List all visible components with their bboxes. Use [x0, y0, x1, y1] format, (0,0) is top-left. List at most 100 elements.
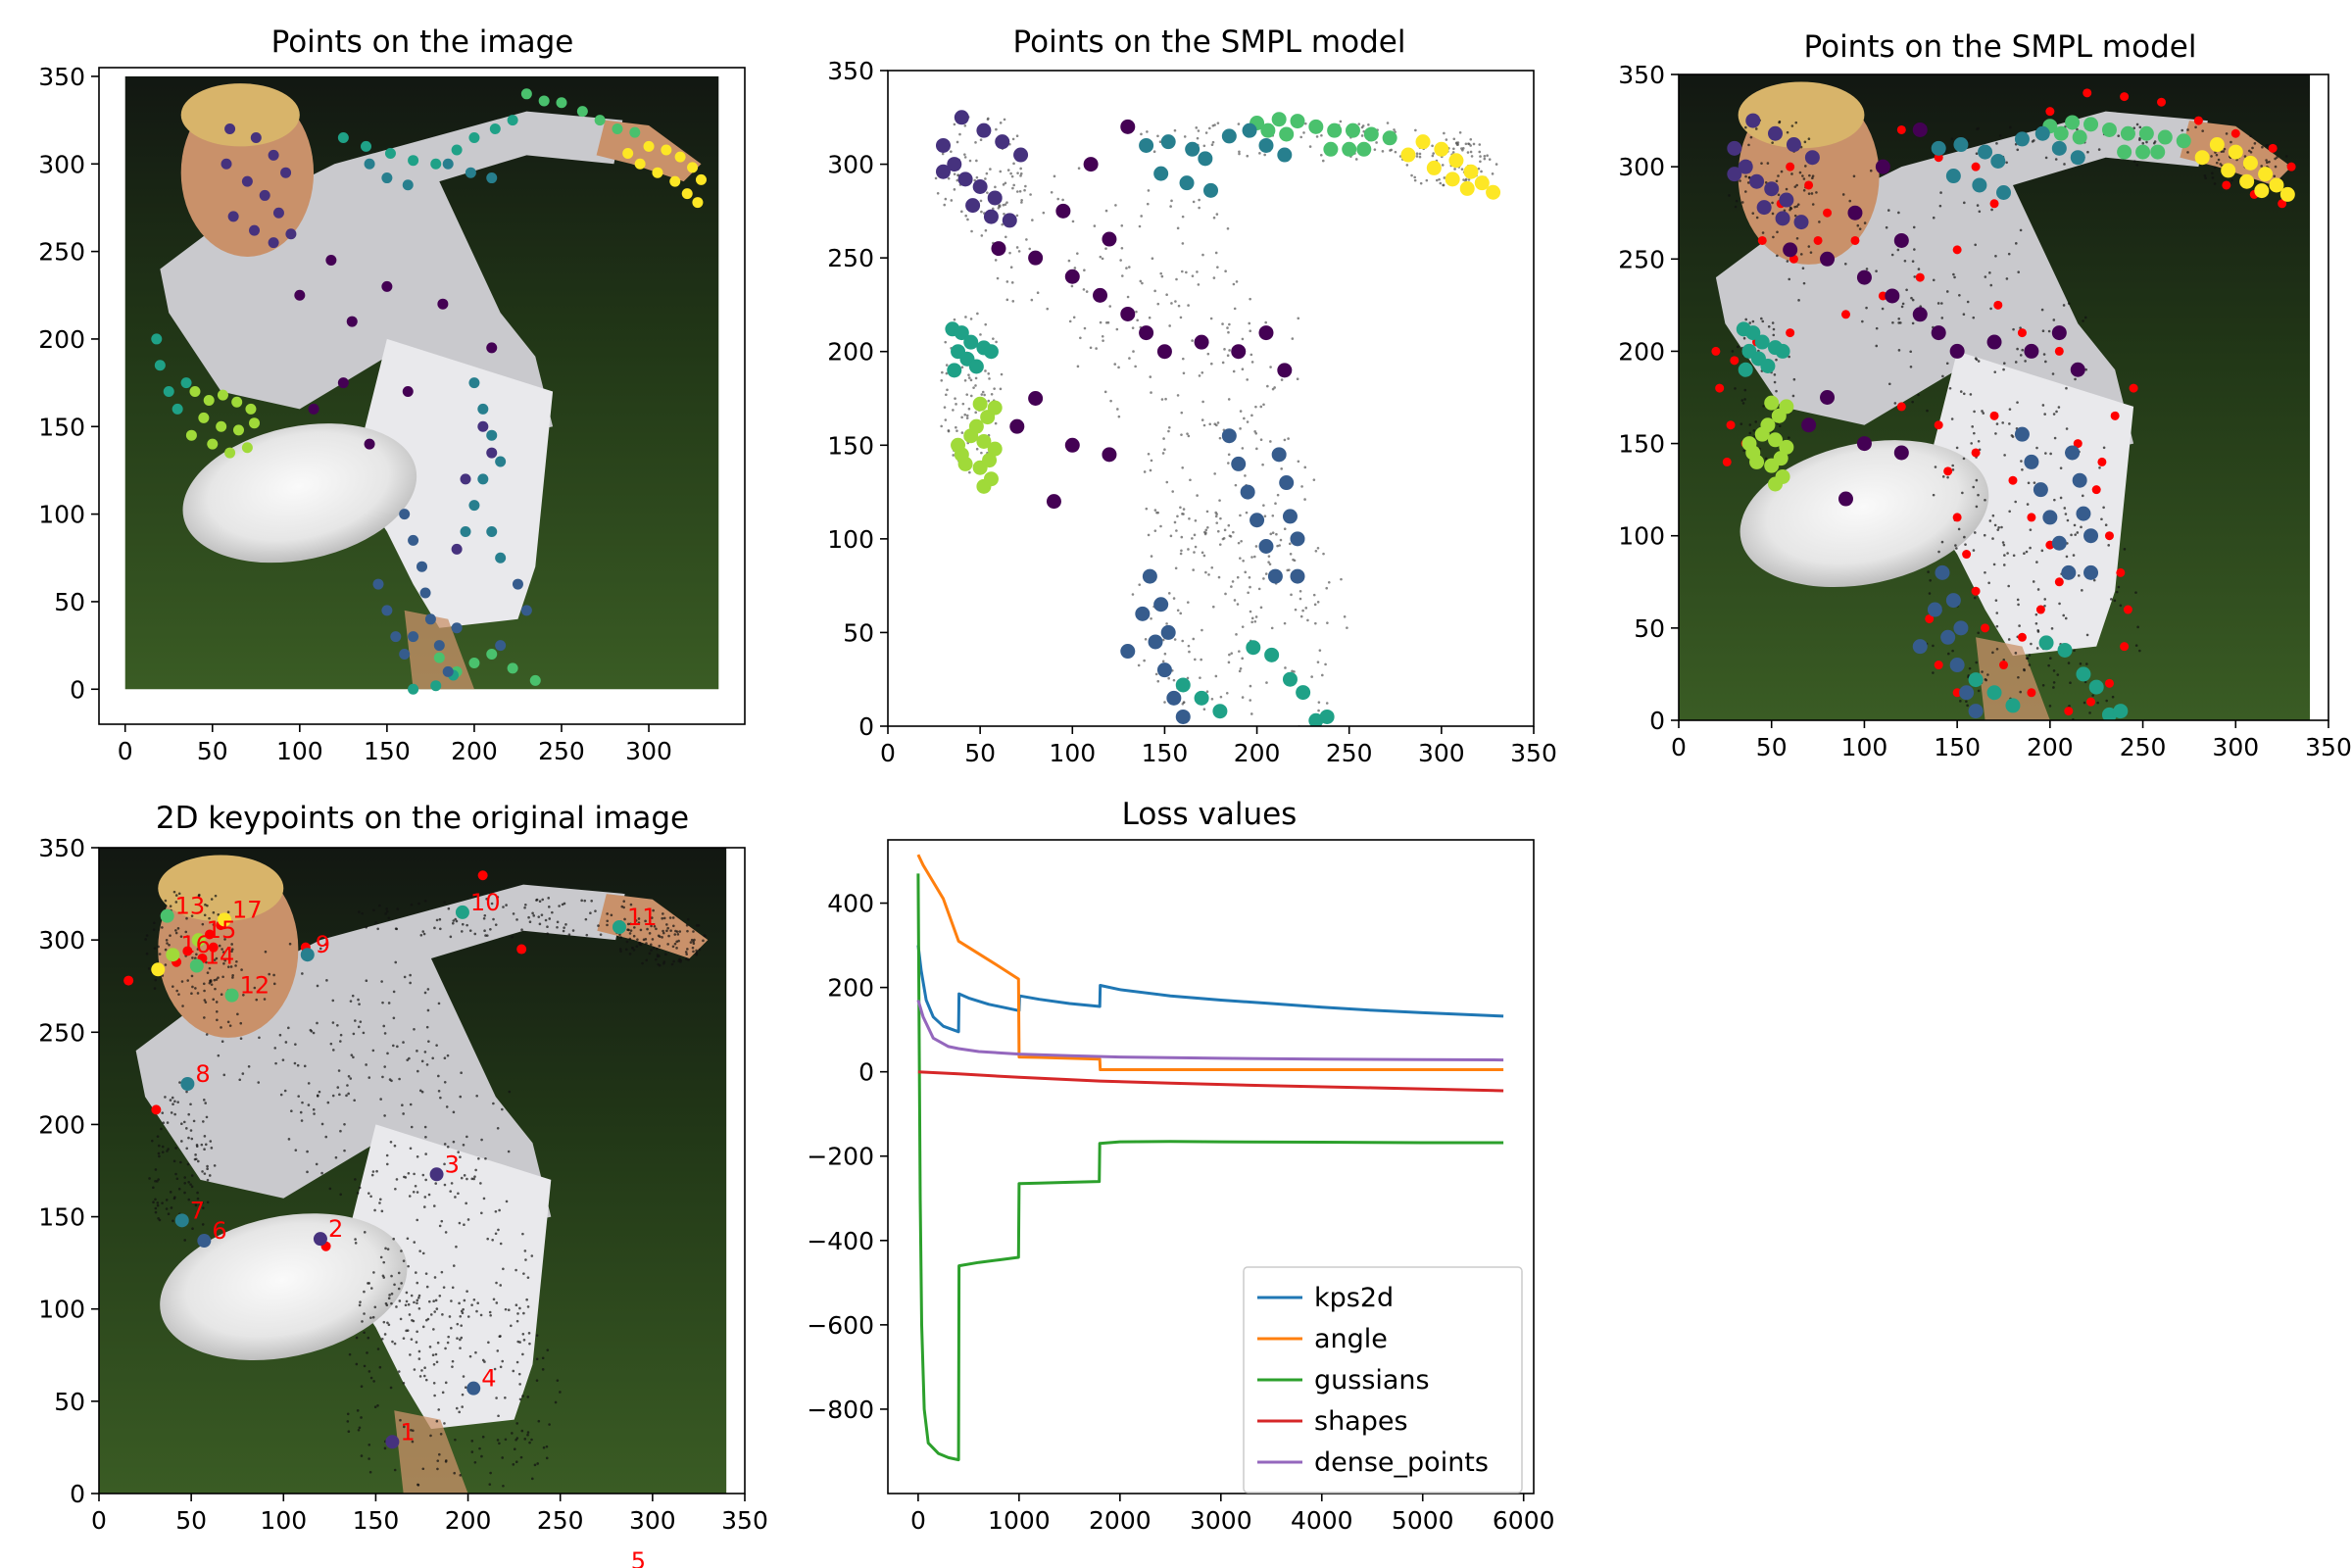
mesh-vertex	[196, 1197, 200, 1200]
mesh-vertex	[1297, 460, 1300, 464]
mesh-vertex	[446, 1054, 450, 1057]
mesh-vertex	[1972, 549, 1976, 552]
scatter-point	[1148, 634, 1163, 650]
mesh-vertex	[492, 1298, 496, 1301]
mesh-vertex	[422, 1374, 426, 1378]
mesh-vertex	[2074, 533, 2077, 536]
scatter-point	[935, 137, 951, 153]
scatter-point	[2157, 129, 2173, 145]
mesh-vertex	[383, 1333, 387, 1336]
mesh-vertex	[653, 924, 657, 928]
mesh-vertex	[1296, 377, 1299, 381]
y-tick-label: 150	[1618, 430, 1665, 459]
mesh-vertex	[1963, 535, 1966, 539]
mesh-vertex	[533, 1463, 537, 1467]
mesh-vertex	[1015, 214, 1019, 218]
mesh-vertex	[156, 1203, 160, 1207]
mesh-vertex	[356, 1409, 360, 1412]
mesh-vertex	[184, 930, 188, 934]
mesh-vertex	[1156, 679, 1160, 683]
mesh-vertex	[239, 1021, 243, 1025]
mesh-vertex	[512, 1463, 515, 1466]
mesh-vertex	[1238, 669, 1242, 673]
mesh-vertex	[357, 1428, 361, 1432]
mesh-vertex	[1325, 702, 1329, 705]
scatter-point	[1156, 344, 1172, 360]
mesh-vertex	[1219, 695, 1223, 699]
mesh-vertex	[686, 917, 690, 921]
mesh-vertex	[1163, 701, 1166, 704]
mesh-vertex	[328, 1187, 332, 1191]
mesh-vertex	[520, 1429, 524, 1433]
mesh-vertex	[678, 957, 681, 961]
mesh-vertex	[1431, 154, 1435, 158]
mesh-vertex	[652, 946, 656, 950]
mesh-vertex	[541, 1356, 545, 1360]
mesh-vertex	[368, 1470, 372, 1474]
y-tick-label: 200	[827, 338, 874, 367]
mesh-vertex	[354, 1242, 358, 1245]
mesh-vertex	[1109, 399, 1112, 403]
mesh-vertex	[1093, 224, 1097, 227]
mesh-vertex	[1258, 152, 1261, 155]
keypoint-marker	[189, 958, 204, 973]
mesh-vertex	[1318, 649, 1322, 652]
mesh-vertex	[1165, 293, 1168, 297]
scatter-point	[1912, 307, 1928, 322]
mesh-vertex	[185, 916, 188, 920]
scatter-point	[643, 140, 655, 152]
mesh-vertex	[1439, 181, 1443, 185]
scatter-point	[2035, 605, 2045, 614]
mesh-vertex	[1004, 181, 1007, 185]
y-tick-label: 200	[1618, 337, 1665, 366]
mesh-vertex	[203, 1135, 207, 1138]
mesh-vertex	[1786, 130, 1789, 134]
scatter-point	[1989, 411, 1999, 420]
mesh-vertex	[161, 1201, 164, 1204]
mesh-vertex	[2016, 347, 2019, 351]
mesh-vertex	[1301, 609, 1304, 612]
mesh-vertex	[427, 1040, 430, 1043]
mesh-vertex	[463, 1174, 466, 1177]
mesh-vertex	[236, 1012, 239, 1016]
y-tick-label: 50	[54, 1388, 85, 1416]
mesh-vertex	[398, 1077, 401, 1081]
mesh-vertex	[2043, 598, 2047, 601]
mesh-vertex	[528, 1342, 531, 1346]
mesh-vertex	[668, 916, 672, 919]
mesh-vertex	[1237, 122, 1241, 125]
mesh-vertex	[514, 1303, 518, 1306]
mesh-vertex	[447, 1335, 450, 1339]
scatter-point	[465, 167, 476, 178]
mesh-vertex	[170, 1206, 173, 1209]
scatter-point	[1445, 172, 1460, 187]
mesh-vertex	[1053, 174, 1056, 178]
mesh-vertex	[409, 1147, 413, 1151]
mesh-vertex	[1067, 259, 1071, 263]
mesh-vertex	[1235, 633, 1238, 636]
mesh-vertex	[1146, 202, 1150, 206]
mesh-vertex	[1791, 394, 1795, 398]
mesh-vertex	[1212, 276, 1216, 279]
mesh-vertex	[2085, 662, 2088, 665]
mesh-vertex	[2194, 125, 2197, 129]
mesh-vertex	[1192, 568, 1195, 571]
mesh-vertex	[444, 1231, 448, 1234]
mesh-vertex	[394, 960, 398, 964]
mesh-vertex	[2069, 681, 2072, 685]
mesh-vertex	[514, 1460, 518, 1464]
mesh-vertex	[451, 921, 455, 925]
panel1-points	[151, 88, 707, 695]
mesh-vertex	[206, 1200, 210, 1204]
mesh-vertex	[1274, 502, 1277, 505]
mesh-vertex	[223, 938, 226, 941]
mesh-vertex	[1972, 316, 1976, 319]
mesh-vertex	[1939, 191, 1942, 194]
mesh-vertex	[1099, 320, 1102, 324]
scatter-point	[1242, 122, 1257, 138]
scatter-point	[489, 123, 501, 135]
mesh-vertex	[421, 1467, 425, 1471]
mesh-vertex	[1009, 172, 1012, 175]
scatter-point	[2135, 144, 2151, 160]
scatter-point	[1959, 685, 1975, 701]
